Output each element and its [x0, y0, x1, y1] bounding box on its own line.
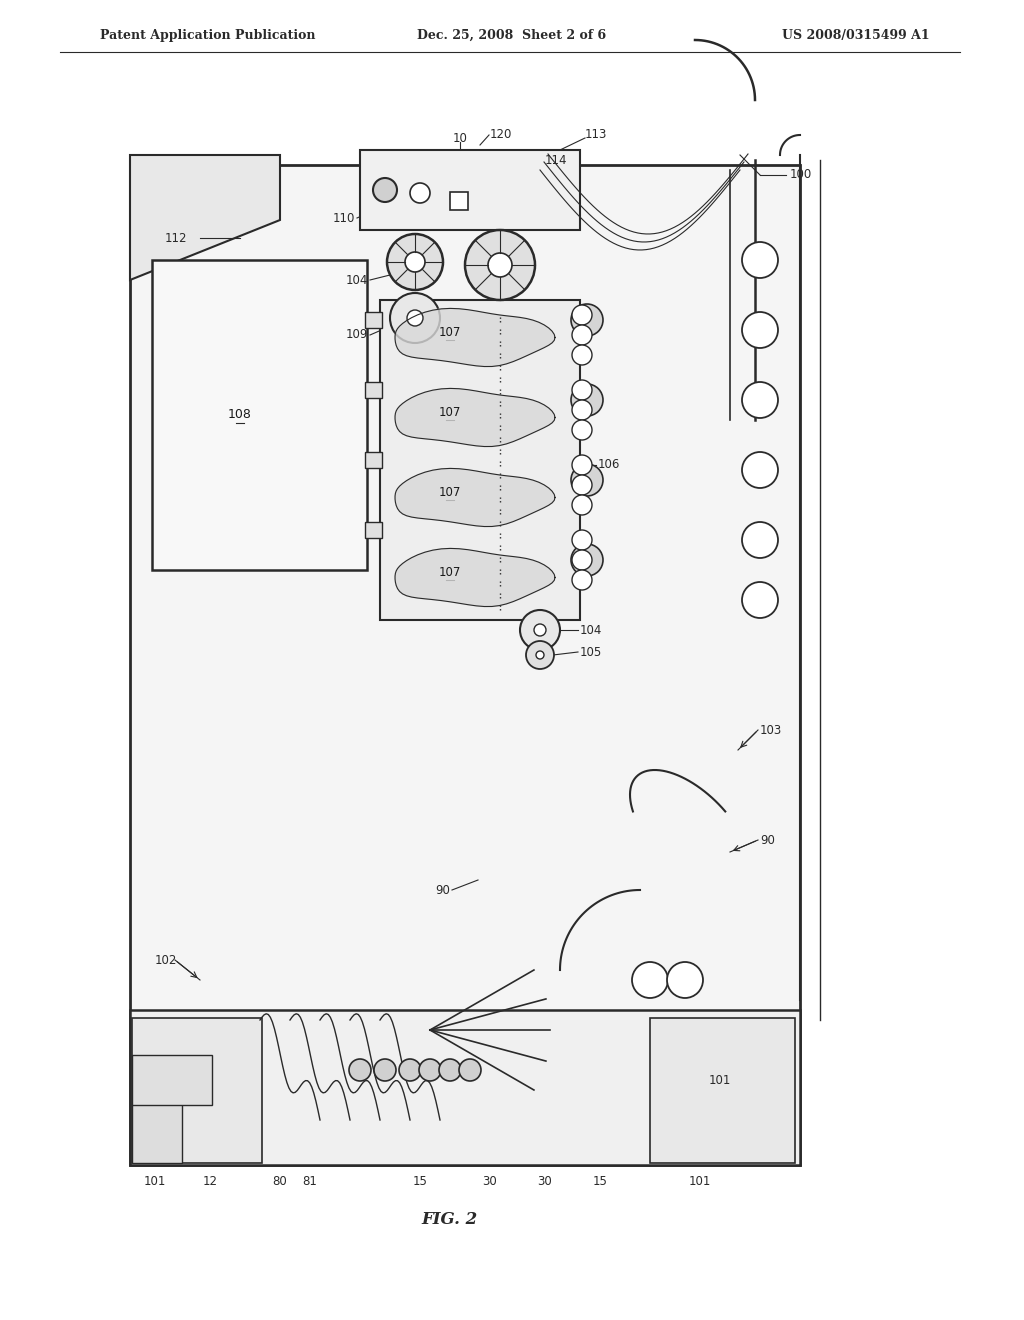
Text: Dec. 25, 2008  Sheet 2 of 6: Dec. 25, 2008 Sheet 2 of 6 [418, 29, 606, 41]
Text: 101: 101 [143, 1073, 166, 1086]
Text: 30: 30 [538, 1175, 552, 1188]
Polygon shape [395, 388, 555, 446]
Text: 107: 107 [439, 566, 461, 579]
Bar [380, 300, 580, 620]
Text: 112: 112 [165, 231, 187, 244]
Circle shape [742, 312, 778, 348]
Text: 101: 101 [689, 1175, 712, 1188]
Circle shape [572, 455, 592, 475]
Circle shape [572, 305, 592, 325]
Bar [360, 150, 580, 230]
Bar [132, 1055, 212, 1105]
Circle shape [572, 420, 592, 440]
Circle shape [571, 384, 603, 416]
Bar [365, 381, 382, 399]
Circle shape [742, 451, 778, 488]
Circle shape [572, 325, 592, 345]
Text: 107: 107 [439, 486, 461, 499]
Circle shape [742, 242, 778, 279]
Text: 113: 113 [585, 128, 607, 141]
Circle shape [571, 304, 603, 337]
Circle shape [373, 178, 397, 202]
Polygon shape [395, 469, 555, 527]
Circle shape [572, 345, 592, 366]
Circle shape [407, 310, 423, 326]
Text: Patent Application Publication: Patent Application Publication [100, 29, 315, 41]
Polygon shape [130, 154, 280, 280]
Circle shape [526, 642, 554, 669]
Circle shape [520, 610, 560, 649]
Circle shape [349, 1059, 371, 1081]
Bar [650, 1018, 795, 1163]
Bar [365, 521, 382, 539]
Bar [450, 191, 468, 210]
Circle shape [572, 380, 592, 400]
Circle shape [572, 400, 592, 420]
Circle shape [387, 234, 443, 290]
Circle shape [534, 624, 546, 636]
Polygon shape [395, 309, 555, 367]
Circle shape [632, 962, 668, 998]
Text: 101: 101 [709, 1073, 731, 1086]
Text: 109: 109 [346, 329, 368, 342]
Circle shape [572, 475, 592, 495]
Bar [365, 451, 382, 469]
Text: US 2008/0315499 A1: US 2008/0315499 A1 [782, 29, 930, 41]
Text: 114: 114 [545, 153, 567, 166]
Circle shape [572, 570, 592, 590]
Text: 90: 90 [435, 883, 450, 896]
Text: 120: 120 [490, 128, 512, 141]
Text: 81: 81 [302, 1175, 317, 1188]
Bar [130, 1010, 800, 1166]
Circle shape [572, 550, 592, 570]
Bar [132, 1104, 182, 1163]
Bar [152, 260, 367, 570]
Circle shape [374, 1059, 396, 1081]
Text: 107: 107 [439, 407, 461, 418]
Text: 102: 102 [155, 953, 177, 966]
Text: 80: 80 [272, 1175, 288, 1188]
Circle shape [536, 651, 544, 659]
Bar [130, 165, 800, 1166]
Circle shape [406, 252, 425, 272]
Circle shape [667, 962, 703, 998]
Text: FIG. 2: FIG. 2 [422, 1212, 478, 1229]
Circle shape [488, 253, 512, 277]
Text: □: □ [449, 191, 456, 201]
Circle shape [459, 1059, 481, 1081]
Bar [132, 1018, 262, 1163]
Text: 110: 110 [333, 211, 355, 224]
Text: 100: 100 [790, 169, 812, 181]
Circle shape [742, 521, 778, 558]
Text: 107: 107 [439, 326, 461, 339]
Text: 105: 105 [580, 645, 602, 659]
Bar [365, 312, 382, 327]
Text: 12: 12 [203, 1175, 217, 1188]
Text: 103: 103 [760, 723, 782, 737]
Circle shape [742, 381, 778, 418]
Circle shape [419, 1059, 441, 1081]
Circle shape [399, 1059, 421, 1081]
Text: 15: 15 [593, 1175, 607, 1188]
Circle shape [439, 1059, 461, 1081]
Circle shape [390, 293, 440, 343]
Text: 90: 90 [760, 833, 775, 846]
Text: 10: 10 [453, 132, 467, 144]
Circle shape [465, 230, 535, 300]
Circle shape [742, 582, 778, 618]
Polygon shape [395, 548, 555, 606]
Circle shape [571, 465, 603, 496]
Text: 106: 106 [598, 458, 621, 471]
Circle shape [571, 544, 603, 576]
Text: 15: 15 [413, 1175, 427, 1188]
Text: 104: 104 [346, 273, 368, 286]
Text: 104: 104 [580, 623, 602, 636]
Text: 108: 108 [228, 408, 252, 421]
Text: 30: 30 [482, 1175, 498, 1188]
Text: 101: 101 [143, 1175, 166, 1188]
Circle shape [572, 495, 592, 515]
Circle shape [410, 183, 430, 203]
Circle shape [572, 531, 592, 550]
